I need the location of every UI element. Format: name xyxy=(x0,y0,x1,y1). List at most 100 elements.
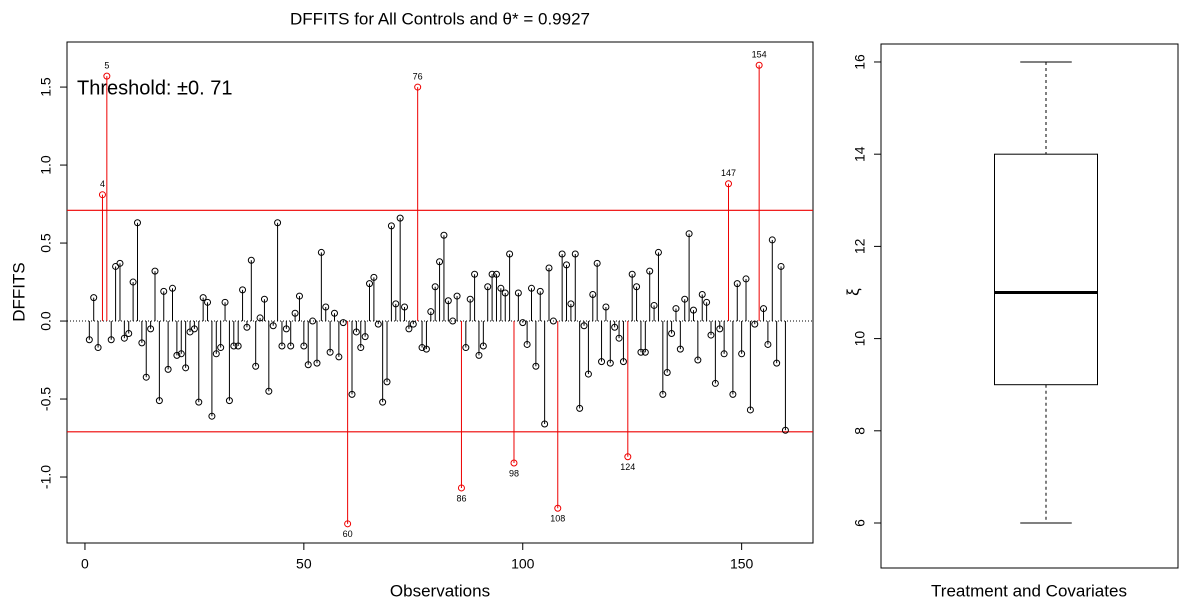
plot-frame xyxy=(66,41,814,544)
point xyxy=(444,297,452,305)
point xyxy=(230,342,238,350)
point xyxy=(628,270,636,278)
point xyxy=(554,504,562,512)
y-tick-label: 12 xyxy=(852,238,868,254)
point xyxy=(199,294,207,302)
chart-title: DFFITS for All Controls and θ* = 0.9927 xyxy=(290,9,590,28)
point xyxy=(344,520,352,528)
point-label: 86 xyxy=(456,493,466,503)
point xyxy=(361,333,369,341)
point xyxy=(234,342,242,350)
point xyxy=(256,314,264,322)
point xyxy=(746,406,754,414)
x-tick-label: 0 xyxy=(81,556,89,572)
point-label: 108 xyxy=(550,514,565,524)
point-label: 154 xyxy=(752,50,767,60)
point xyxy=(304,361,312,369)
point xyxy=(405,325,413,333)
point xyxy=(514,289,522,297)
point xyxy=(576,404,584,412)
x-axis-label: Observations xyxy=(390,581,490,600)
point xyxy=(212,350,220,358)
annotation: Threshold: ±0. 71 xyxy=(77,77,233,99)
point xyxy=(738,350,746,358)
point xyxy=(208,412,216,420)
point xyxy=(313,359,321,367)
point xyxy=(694,356,702,364)
point xyxy=(681,295,689,303)
point xyxy=(668,330,676,338)
point xyxy=(571,250,579,258)
point xyxy=(282,325,290,333)
point xyxy=(676,345,684,353)
point xyxy=(492,270,500,278)
point xyxy=(598,358,606,366)
point xyxy=(190,325,198,333)
point xyxy=(309,317,317,325)
point xyxy=(164,365,172,373)
point xyxy=(85,336,93,344)
point xyxy=(269,322,277,330)
x-tick-label: 150 xyxy=(730,556,754,572)
point-label: 98 xyxy=(509,468,519,478)
point xyxy=(558,250,566,258)
point xyxy=(633,283,641,291)
point xyxy=(541,420,549,428)
point-label: 4 xyxy=(100,179,105,189)
point-label: 60 xyxy=(343,529,353,539)
point xyxy=(90,294,98,302)
point xyxy=(720,350,728,358)
point xyxy=(138,339,146,347)
point xyxy=(602,303,610,311)
point xyxy=(624,453,632,461)
point xyxy=(330,309,338,317)
point-label: 124 xyxy=(620,462,635,472)
point xyxy=(488,270,496,278)
y-tick-label: 1.5 xyxy=(38,77,54,97)
y-tick-label: 14 xyxy=(852,146,868,162)
point xyxy=(479,342,487,350)
point xyxy=(195,398,203,406)
point xyxy=(584,370,592,378)
point xyxy=(619,358,627,366)
point xyxy=(155,397,163,405)
y-tick-label: 1.0 xyxy=(38,155,54,175)
box xyxy=(994,153,1098,386)
point xyxy=(142,373,150,381)
y-tick-label: 10 xyxy=(852,331,868,347)
point xyxy=(777,262,785,270)
point xyxy=(672,305,680,313)
point xyxy=(663,369,671,377)
point xyxy=(352,328,360,336)
point xyxy=(125,330,133,338)
point xyxy=(523,340,531,348)
point xyxy=(418,344,426,352)
point xyxy=(510,459,518,467)
point xyxy=(392,300,400,308)
point xyxy=(348,390,356,398)
point xyxy=(401,303,409,311)
point xyxy=(243,323,251,331)
point xyxy=(589,291,597,299)
point xyxy=(414,83,422,91)
point xyxy=(116,259,124,267)
point xyxy=(274,219,282,227)
point xyxy=(764,340,772,348)
point xyxy=(725,180,733,188)
point xyxy=(120,334,128,342)
point xyxy=(484,283,492,291)
point xyxy=(742,275,750,283)
point xyxy=(173,351,181,359)
point xyxy=(422,345,430,353)
point xyxy=(729,390,737,398)
point xyxy=(650,301,658,309)
point xyxy=(147,325,155,333)
point xyxy=(182,364,190,372)
point xyxy=(501,289,509,297)
point xyxy=(449,317,457,325)
point xyxy=(239,286,247,294)
point xyxy=(527,284,535,292)
point xyxy=(703,298,711,306)
point xyxy=(781,426,789,434)
x-tick-label: 50 xyxy=(296,556,312,572)
